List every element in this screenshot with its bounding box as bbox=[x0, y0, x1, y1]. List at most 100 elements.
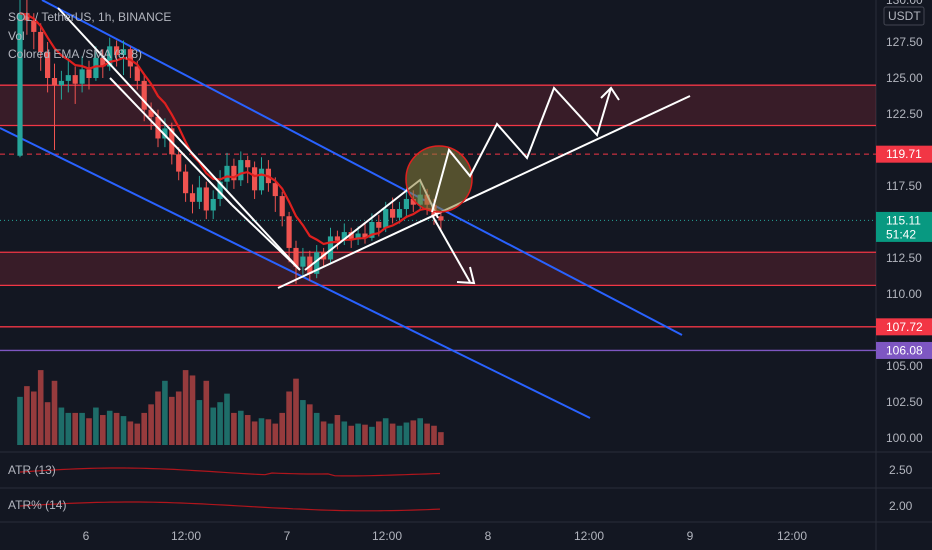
volume-bar bbox=[417, 418, 423, 445]
price-tag-current-countdown: 51:42 bbox=[886, 227, 916, 241]
volume-bar bbox=[51, 380, 58, 445]
volume-bar bbox=[31, 391, 37, 445]
volume-bar bbox=[334, 415, 341, 445]
price-tag-current[interactable] bbox=[876, 211, 932, 242]
candle-body bbox=[383, 209, 389, 228]
volume-bar bbox=[134, 423, 141, 445]
volume-bar bbox=[313, 412, 320, 445]
volume-bar bbox=[86, 418, 92, 445]
candle-body bbox=[390, 209, 396, 218]
volume-bar bbox=[410, 420, 417, 445]
price-axis-tick: 125.00 bbox=[886, 71, 923, 85]
price-axis-tick: 112.50 bbox=[886, 251, 922, 265]
volume-bar bbox=[155, 391, 161, 445]
candle-body bbox=[224, 165, 230, 182]
candle-body bbox=[134, 66, 140, 81]
candle-body bbox=[348, 232, 354, 240]
volume-bar bbox=[100, 415, 106, 445]
volume-bar bbox=[120, 416, 127, 445]
volume-bar bbox=[224, 393, 230, 445]
volume-bar bbox=[93, 407, 99, 445]
volume-bar bbox=[424, 423, 430, 445]
candle-body bbox=[355, 233, 361, 240]
candle-body bbox=[238, 160, 244, 181]
channel-lower-line[interactable] bbox=[0, 127, 591, 419]
atr-axis-tick: 2.50 bbox=[889, 463, 913, 477]
atr-pct-line bbox=[19, 501, 441, 512]
volume-legend[interactable]: Vol bbox=[8, 28, 25, 43]
volume-bar bbox=[431, 425, 437, 445]
time-axis-tick: 8 bbox=[485, 529, 492, 543]
price-tag-resistance[interactable] bbox=[876, 145, 932, 163]
candle-body bbox=[231, 165, 237, 181]
bearish-projection-line[interactable] bbox=[431, 214, 471, 283]
time-axis-tick: 12:00 bbox=[777, 529, 807, 543]
price-tag-resistance-text: 119.71 bbox=[886, 147, 922, 161]
candle-body bbox=[245, 160, 251, 168]
candle-body bbox=[17, 13, 23, 156]
ema-legend[interactable]: Colored EMA /SMA (8, 8) bbox=[8, 47, 143, 61]
volume-bar bbox=[300, 400, 306, 445]
time-axis-tick: 12:00 bbox=[372, 529, 402, 543]
candle-body bbox=[183, 171, 189, 194]
wedge-bottom-line[interactable] bbox=[231, 204, 301, 271]
volume-bar bbox=[251, 421, 258, 445]
volume-bar bbox=[182, 370, 189, 445]
volume-bar bbox=[196, 400, 203, 445]
volume-bar bbox=[169, 396, 175, 445]
candle-body bbox=[120, 49, 127, 55]
volume-bar bbox=[37, 370, 44, 445]
volume-bar bbox=[403, 422, 410, 445]
volume-bar bbox=[272, 423, 279, 445]
price-tag-low[interactable] bbox=[876, 341, 932, 359]
volume-bar bbox=[265, 419, 272, 445]
volume-bar bbox=[355, 423, 361, 445]
symbol-title[interactable]: SOL / TetherUS, 1h, BINANCE bbox=[8, 10, 172, 24]
price-axis-tick: 127.50 bbox=[886, 35, 923, 49]
candle-body bbox=[24, 13, 30, 21]
volume-bar bbox=[258, 418, 265, 445]
candle-body bbox=[272, 183, 278, 197]
channel-upper-line[interactable] bbox=[41, 0, 683, 336]
time-axis-tick: 6 bbox=[83, 529, 90, 543]
chart-legend: SOL / TetherUS, 1h, BINANCE Vol Colored … bbox=[8, 8, 171, 64]
candle-body bbox=[210, 198, 216, 211]
candle-body bbox=[334, 236, 340, 241]
atr-line bbox=[19, 467, 441, 477]
volume-bar bbox=[127, 421, 134, 445]
currency-label[interactable]: USDT bbox=[888, 9, 921, 23]
bullish-projection-path[interactable] bbox=[431, 86, 612, 213]
volume-bar bbox=[148, 404, 154, 445]
bullish-arrow-head bbox=[600, 86, 620, 101]
candle-body bbox=[286, 216, 292, 248]
volume-bar bbox=[389, 423, 396, 445]
wedge-lower-line[interactable] bbox=[109, 77, 233, 206]
atr-label[interactable]: ATR (13) bbox=[8, 463, 56, 477]
volume-bar bbox=[141, 412, 147, 445]
rising-trendline[interactable] bbox=[277, 95, 691, 289]
volume-bar bbox=[72, 412, 78, 445]
currency-selector[interactable] bbox=[883, 6, 925, 26]
candle-body bbox=[293, 247, 299, 267]
time-axis-tick: 12:00 bbox=[171, 529, 201, 543]
price-axis-tick: 100.00 bbox=[886, 431, 923, 445]
candle-body bbox=[162, 128, 168, 139]
candle-body bbox=[217, 181, 223, 199]
volume-bar bbox=[203, 380, 210, 445]
bearish-arrow-head bbox=[456, 266, 476, 285]
candle-body bbox=[369, 222, 375, 238]
price-tag-support[interactable] bbox=[876, 318, 932, 336]
highlight-circle[interactable] bbox=[405, 145, 473, 213]
volume-bar bbox=[44, 402, 51, 445]
candle-body bbox=[279, 196, 285, 217]
ema-line[interactable] bbox=[19, 12, 442, 246]
price-tag-support-text: 107.72 bbox=[886, 320, 923, 334]
wedge-upper-line[interactable] bbox=[57, 7, 301, 271]
candle-body bbox=[196, 187, 202, 202]
time-axis-tick: 12:00 bbox=[574, 529, 604, 543]
atr-pct-label[interactable]: ATR% (14) bbox=[8, 498, 67, 512]
volume-bar bbox=[210, 407, 216, 445]
time-axis-tick: 9 bbox=[687, 529, 694, 543]
candle-body bbox=[114, 46, 120, 55]
